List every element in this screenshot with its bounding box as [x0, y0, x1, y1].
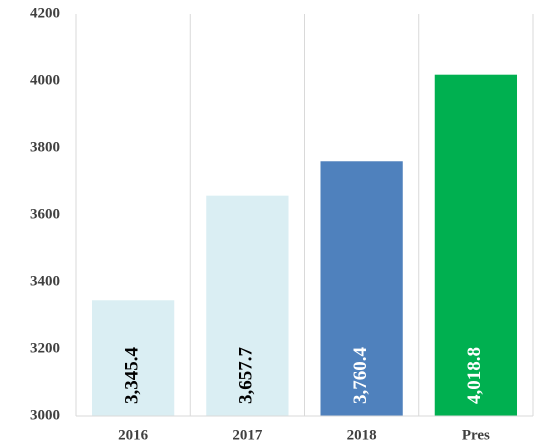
- value-label: 4,018.8: [464, 347, 485, 404]
- x-tick-label: 2017: [232, 427, 263, 443]
- bar: [206, 195, 289, 416]
- bar: [434, 74, 518, 417]
- bar: [91, 300, 175, 416]
- value-label: 3,760.4: [350, 347, 371, 405]
- y-tick-label: 3200: [30, 340, 60, 356]
- value-label: 3,657.7: [236, 347, 257, 405]
- y-tick-label: 3000: [30, 407, 60, 423]
- x-tick-label: 2016: [118, 427, 149, 443]
- y-tick-label: 3800: [30, 139, 60, 155]
- bar: [320, 161, 403, 416]
- y-tick-label: 4000: [30, 72, 60, 88]
- y-tick-label: 3400: [30, 273, 60, 289]
- y-tick-label: 3600: [30, 206, 60, 222]
- x-tick-label: Pres: [462, 427, 490, 443]
- y-tick-label: 4200: [30, 5, 60, 21]
- value-label: 3,345.4: [121, 347, 142, 405]
- x-tick-label: 2018: [347, 427, 377, 443]
